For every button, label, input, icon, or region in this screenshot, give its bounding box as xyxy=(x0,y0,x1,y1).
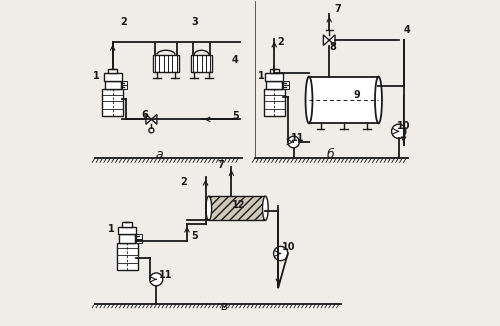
Text: 11: 11 xyxy=(159,270,172,279)
Bar xyxy=(270,68,279,73)
Text: б: б xyxy=(327,148,334,161)
Text: 2: 2 xyxy=(180,177,187,187)
Ellipse shape xyxy=(375,77,382,124)
Text: 10: 10 xyxy=(398,121,411,131)
Polygon shape xyxy=(146,114,152,124)
Text: 10: 10 xyxy=(282,242,296,252)
Bar xyxy=(122,81,127,85)
Text: 7: 7 xyxy=(334,5,340,14)
Circle shape xyxy=(150,273,162,286)
Text: 3: 3 xyxy=(192,17,198,27)
Bar xyxy=(118,227,136,234)
Text: 12: 12 xyxy=(232,200,245,210)
Text: 1: 1 xyxy=(93,71,100,81)
Text: а: а xyxy=(156,148,164,161)
Circle shape xyxy=(288,136,300,148)
Bar xyxy=(209,196,266,220)
Text: 5: 5 xyxy=(232,111,239,121)
Text: 5: 5 xyxy=(192,231,198,241)
Ellipse shape xyxy=(306,77,312,124)
Bar xyxy=(284,84,288,89)
Bar xyxy=(102,89,123,116)
Bar xyxy=(153,55,179,72)
Bar xyxy=(136,234,141,239)
Bar xyxy=(105,81,120,89)
Text: 9: 9 xyxy=(354,90,360,100)
Bar xyxy=(309,77,378,124)
Text: 4: 4 xyxy=(404,25,410,36)
Circle shape xyxy=(274,246,288,260)
Bar xyxy=(108,68,118,73)
Text: 1: 1 xyxy=(108,224,114,234)
Circle shape xyxy=(392,124,406,139)
Bar xyxy=(120,234,135,243)
Polygon shape xyxy=(152,114,157,124)
Polygon shape xyxy=(324,35,329,45)
Ellipse shape xyxy=(262,196,268,220)
Text: 2: 2 xyxy=(120,17,128,27)
Text: в: в xyxy=(220,300,228,313)
Bar xyxy=(191,55,212,72)
Ellipse shape xyxy=(206,196,212,220)
Text: 8: 8 xyxy=(329,42,336,52)
Bar xyxy=(122,84,127,89)
Text: 7: 7 xyxy=(218,160,224,170)
Polygon shape xyxy=(329,35,335,45)
Text: 2: 2 xyxy=(278,37,284,47)
Text: 4: 4 xyxy=(232,54,239,65)
Circle shape xyxy=(149,128,154,133)
Text: 11: 11 xyxy=(291,133,304,143)
Bar xyxy=(266,73,283,81)
Bar xyxy=(136,238,141,243)
Text: 1: 1 xyxy=(258,71,264,81)
Text: 6: 6 xyxy=(142,110,148,120)
Bar xyxy=(116,243,138,270)
Bar xyxy=(284,81,288,85)
Bar xyxy=(264,89,284,116)
Bar xyxy=(104,73,122,81)
Bar xyxy=(122,222,132,227)
Bar xyxy=(266,81,282,89)
